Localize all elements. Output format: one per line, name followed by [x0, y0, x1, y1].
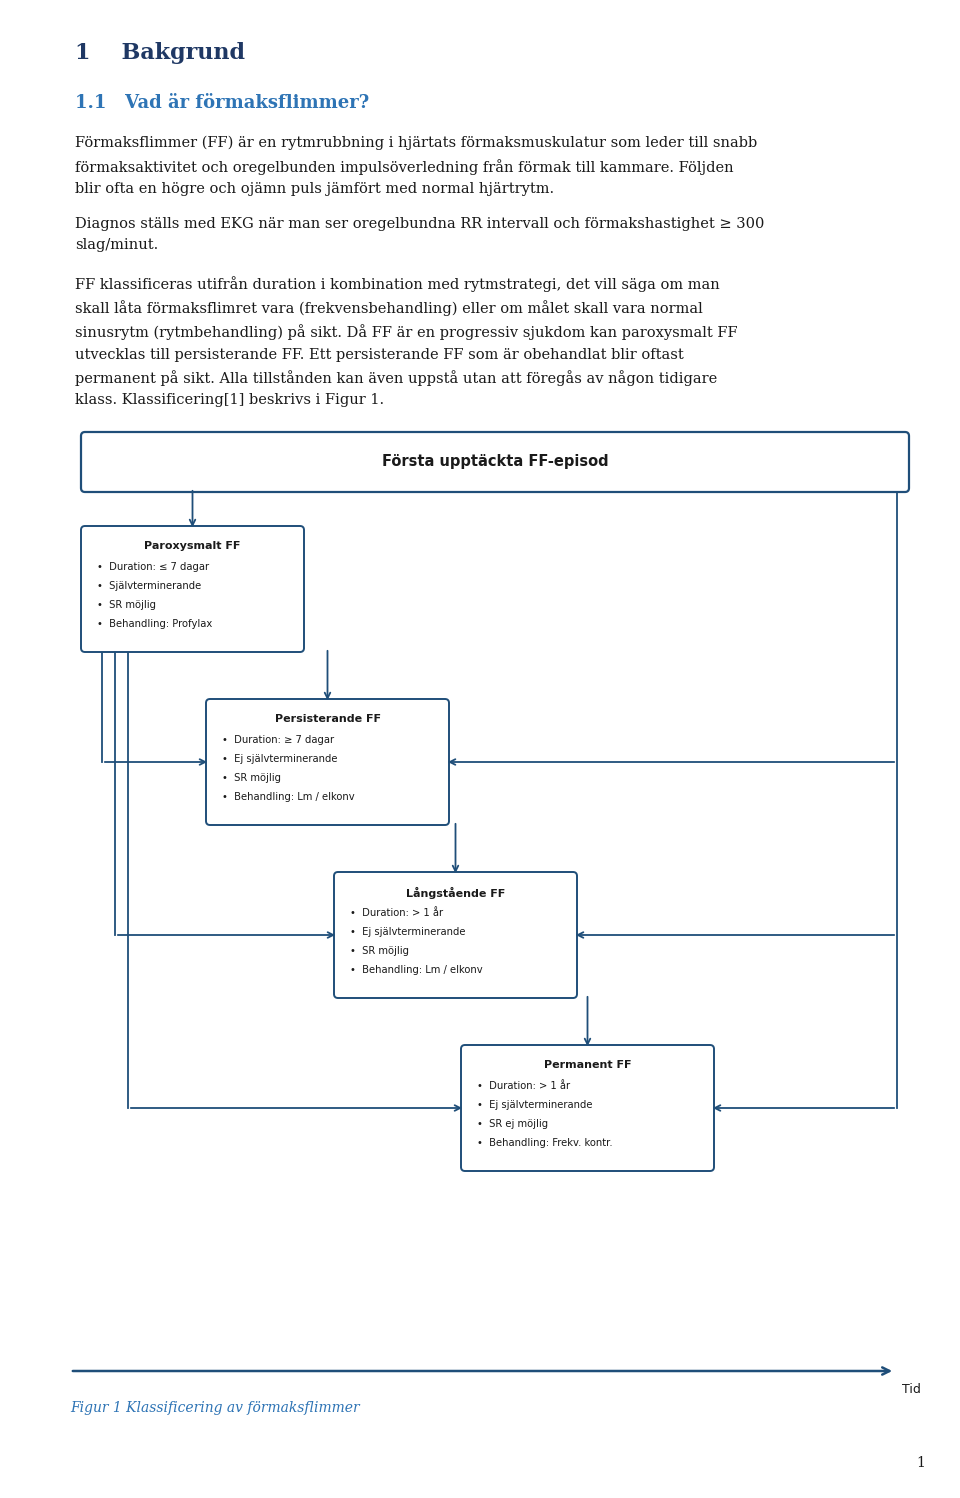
- Text: •  Behandling: Lm / elkonv: • Behandling: Lm / elkonv: [350, 965, 483, 975]
- Text: •  Behandling: Lm / elkonv: • Behandling: Lm / elkonv: [222, 792, 354, 801]
- Text: Första upptäckta FF-episod: Första upptäckta FF-episod: [382, 454, 609, 469]
- Text: •  SR möjlig: • SR möjlig: [222, 773, 281, 783]
- Text: •  Ej självterminerande: • Ej självterminerande: [350, 927, 466, 938]
- Text: 1.1   Vad är förmaksflimmer?: 1.1 Vad är förmaksflimmer?: [75, 94, 370, 112]
- Text: 1: 1: [916, 1456, 925, 1470]
- FancyBboxPatch shape: [206, 700, 449, 825]
- Text: •  Ej självterminerande: • Ej självterminerande: [222, 753, 338, 764]
- Text: •  SR möjlig: • SR möjlig: [97, 601, 156, 610]
- Text: •  SR möjlig: • SR möjlig: [350, 947, 409, 956]
- FancyBboxPatch shape: [334, 872, 577, 998]
- Text: •  Duration: > 1 år: • Duration: > 1 år: [350, 908, 444, 918]
- Text: Tid: Tid: [902, 1383, 921, 1396]
- Text: Diagnos ställs med EKG när man ser oregelbundna RR intervall och förmakshastighe: Diagnos ställs med EKG när man ser orege…: [75, 217, 764, 252]
- Text: Persisterande FF: Persisterande FF: [275, 715, 380, 724]
- Text: Permanent FF: Permanent FF: [543, 1061, 632, 1070]
- Text: •  Duration: ≤ 7 dagar: • Duration: ≤ 7 dagar: [97, 562, 209, 572]
- Text: Långstående FF: Långstående FF: [406, 887, 505, 899]
- Text: Förmaksflimmer (FF) är en rytmrubbning i hjärtats förmaksmuskulatur som leder ti: Förmaksflimmer (FF) är en rytmrubbning i…: [75, 136, 757, 196]
- Text: 1    Bakgrund: 1 Bakgrund: [75, 42, 245, 64]
- Text: Paroxysmalt FF: Paroxysmalt FF: [144, 541, 241, 551]
- Text: FF klassificeras utifrån duration i kombination med rytmstrategi, det vill säga : FF klassificeras utifrån duration i komb…: [75, 276, 737, 407]
- Text: •  Självterminerande: • Självterminerande: [97, 581, 202, 592]
- FancyBboxPatch shape: [81, 431, 909, 491]
- Text: •  Behandling: Profylax: • Behandling: Profylax: [97, 619, 212, 629]
- Text: •  Behandling: Frekv. kontr.: • Behandling: Frekv. kontr.: [477, 1138, 612, 1147]
- Text: Figur 1 Klassificering av förmaksflimmer: Figur 1 Klassificering av förmaksflimmer: [70, 1401, 360, 1416]
- FancyBboxPatch shape: [81, 526, 304, 652]
- Text: •  SR ej möjlig: • SR ej möjlig: [477, 1119, 548, 1129]
- FancyBboxPatch shape: [461, 1046, 714, 1171]
- Text: •  Duration: > 1 år: • Duration: > 1 år: [477, 1082, 570, 1091]
- Text: •  Ej självterminerande: • Ej självterminerande: [477, 1100, 592, 1110]
- Text: •  Duration: ≥ 7 dagar: • Duration: ≥ 7 dagar: [222, 736, 334, 745]
